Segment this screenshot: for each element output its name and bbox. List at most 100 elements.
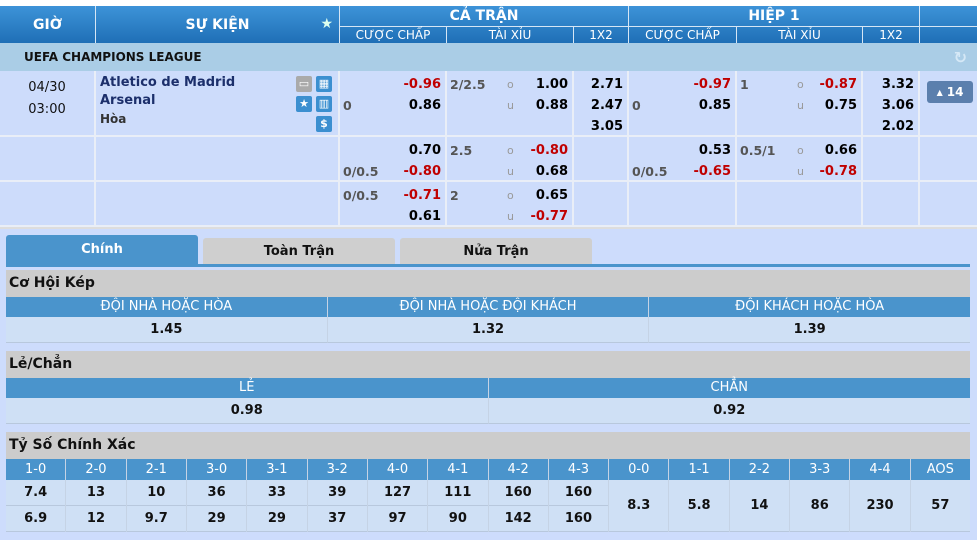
- favorite-star-icon[interactable]: ★: [296, 96, 312, 112]
- score-odds[interactable]: 10: [126, 480, 186, 506]
- score-label: 4-0: [367, 459, 428, 480]
- over-under-odds[interactable]: 0.65: [535, 188, 568, 203]
- handicap-odds[interactable]: 0.61: [408, 209, 441, 224]
- score-odds[interactable]: 86: [790, 480, 850, 532]
- 1x2-odds[interactable]: 2.47: [590, 98, 623, 113]
- score-odds[interactable]: 13: [66, 480, 126, 506]
- oe-odds[interactable]: 0.98: [6, 398, 489, 424]
- 1x2-odds[interactable]: 2.71: [590, 77, 623, 92]
- handicap-odds[interactable]: -0.65: [693, 164, 731, 179]
- score-odds[interactable]: 14: [729, 480, 790, 532]
- ft-ou-cell: 2 o 0.65 u -0.77: [447, 182, 574, 225]
- over-under-odds[interactable]: 1.00: [535, 77, 568, 92]
- oe-odds[interactable]: 0.92: [488, 398, 970, 424]
- score-column: 1-0 7.4 6.9: [6, 459, 67, 532]
- ft-hdp-cell: -0.96 0 0.86: [340, 71, 447, 135]
- handicap-odds[interactable]: -0.96: [403, 77, 441, 92]
- away-team[interactable]: Arsenal: [100, 93, 156, 108]
- score-odds[interactable]: 160: [488, 480, 548, 506]
- score-odds[interactable]: 8.3: [609, 480, 669, 532]
- refresh-icon[interactable]: ↻: [953, 48, 967, 67]
- correct-score-title: Tỷ Số Chính Xác: [6, 432, 970, 459]
- score-odds[interactable]: 97: [367, 506, 428, 532]
- 1x2-odds[interactable]: 3.05: [590, 119, 623, 134]
- over-under-odds[interactable]: -0.87: [819, 77, 857, 92]
- tv-icon[interactable]: ▭: [296, 76, 312, 92]
- handicap-odds[interactable]: 0.53: [698, 143, 731, 158]
- score-odds[interactable]: 5.8: [669, 480, 729, 532]
- score-odds[interactable]: 57: [910, 480, 970, 532]
- score-odds[interactable]: 37: [307, 506, 367, 532]
- handicap-odds[interactable]: 0.70: [408, 143, 441, 158]
- ou-line: 2.5 o -0.80: [447, 140, 572, 161]
- score-odds[interactable]: 29: [247, 506, 307, 532]
- score-odds[interactable]: 39: [307, 480, 367, 506]
- total-line: 0.5/1: [740, 143, 776, 158]
- score-odds[interactable]: 6.9: [6, 506, 66, 532]
- odd-even-section: Lẻ/Chẳn LẺ CHẲN 0.98 0.92: [6, 351, 970, 424]
- total-line: 2: [450, 188, 459, 203]
- tab-half-match[interactable]: Nửa Trận: [400, 238, 592, 264]
- more-markets-button[interactable]: ▲ 14: [927, 81, 973, 103]
- score-odds[interactable]: 36: [186, 480, 247, 506]
- handicap-odds[interactable]: -0.80: [403, 164, 441, 179]
- score-odds[interactable]: 160: [548, 480, 609, 506]
- score-odds[interactable]: 142: [488, 506, 548, 532]
- match-icons: ▭ ▦ ★ ▥ $: [282, 76, 332, 132]
- 1x2-odds[interactable]: 3.06: [881, 98, 914, 113]
- over-under-odds[interactable]: -0.77: [530, 209, 568, 224]
- score-odds[interactable]: 33: [247, 480, 307, 506]
- hdp-line: 0.53: [629, 140, 735, 161]
- handicap-odds[interactable]: -0.97: [693, 77, 731, 92]
- dc-header: ĐỘI NHÀ HOẶC HÒA: [6, 297, 328, 317]
- score-odds[interactable]: 111: [428, 480, 488, 506]
- score-odds[interactable]: 29: [186, 506, 247, 532]
- over-under-odds[interactable]: 0.68: [535, 164, 568, 179]
- score-label: 1-0: [6, 459, 66, 480]
- score-column: 3-3 86: [790, 459, 851, 532]
- handicap-odds[interactable]: 0.85: [698, 98, 731, 113]
- score-odds[interactable]: 12: [66, 506, 126, 532]
- score-column: 4-0 127 97: [367, 459, 429, 532]
- handicap-odds[interactable]: -0.71: [403, 188, 441, 203]
- ou-line: 2/2.5 o 1.00: [447, 74, 572, 95]
- over-under-odds[interactable]: 0.88: [535, 98, 568, 113]
- over-under-odds[interactable]: -0.80: [530, 143, 568, 158]
- dc-odds[interactable]: 1.39: [649, 317, 971, 343]
- total-line: 2/2.5: [450, 77, 486, 92]
- more-count: 14: [946, 85, 964, 99]
- hdp-line: -0.96: [340, 74, 445, 95]
- dc-odds[interactable]: 1.45: [6, 317, 328, 343]
- home-team[interactable]: Atletico de Madrid: [100, 75, 236, 90]
- tab-full-match[interactable]: Toàn Trận: [203, 238, 395, 264]
- score-odds[interactable]: 9.7: [126, 506, 186, 532]
- over-under-odds[interactable]: -0.78: [819, 164, 857, 179]
- stats-chart-icon[interactable]: ▥: [316, 96, 332, 112]
- over-under-odds[interactable]: 0.75: [824, 98, 857, 113]
- dollar-icon[interactable]: $: [316, 116, 332, 132]
- h1-x12-cell: [863, 182, 920, 225]
- score-odds[interactable]: 127: [367, 480, 428, 506]
- handicap-line: 0: [632, 98, 641, 113]
- 1x2-odds[interactable]: 2.02: [881, 119, 914, 134]
- header-h1-1x2: 1X2: [863, 26, 920, 43]
- score-odds[interactable]: 90: [428, 506, 488, 532]
- over-under-odds[interactable]: 0.66: [824, 143, 857, 158]
- score-label: 3-2: [307, 459, 367, 480]
- score-column: 0-0 8.3: [609, 459, 670, 532]
- scoreboard-icon[interactable]: ▦: [316, 76, 332, 92]
- header-h1-handicap: CƯỢC CHẤP: [629, 26, 737, 43]
- double-chance-title: Cơ Hội Kép: [6, 270, 970, 297]
- ou-line: u -0.77: [447, 206, 572, 227]
- dc-odds[interactable]: 1.32: [327, 317, 650, 343]
- score-odds[interactable]: 160: [548, 506, 609, 532]
- score-column: 4-4 230: [850, 459, 911, 532]
- 1x2-odds[interactable]: 3.32: [881, 77, 914, 92]
- x12-line: 2.47: [574, 95, 627, 116]
- handicap-odds[interactable]: 0.86: [408, 98, 441, 113]
- score-odds[interactable]: 230: [850, 480, 910, 532]
- score-odds[interactable]: 7.4: [6, 480, 66, 506]
- favorite-star-icon[interactable]: ★: [320, 16, 333, 32]
- tab-main[interactable]: Chính: [6, 235, 198, 264]
- ft-ou-cell: 2.5 o -0.80 u 0.68: [447, 137, 574, 180]
